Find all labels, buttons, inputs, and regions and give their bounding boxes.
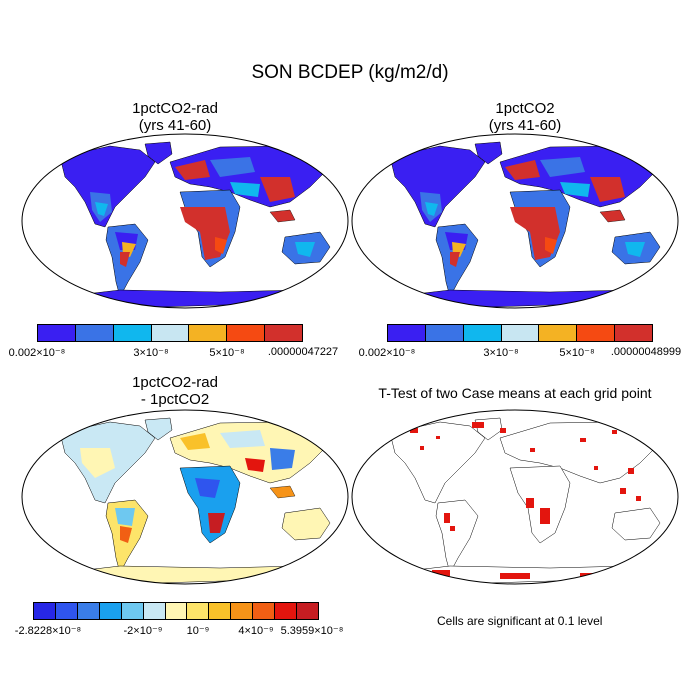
colorbar-3-label-0: -2.8228×10⁻⁸ [14, 625, 82, 637]
colorbar-3-label-4: 5.3959×10⁻⁸ [280, 625, 344, 637]
colorbar-3 [33, 602, 319, 620]
colorbar-1-label-1: 3×10⁻⁸ [133, 347, 169, 359]
colorbar2-swatch-0 [388, 325, 426, 341]
antarctica [59, 289, 321, 308]
colorbar-2-label-2: 5×10⁻⁸ [559, 347, 595, 359]
colorbar3-swatch-6 [165, 603, 188, 619]
colorbar1-swatch-0 [38, 325, 76, 341]
colorbar3-swatch-4 [121, 603, 144, 619]
panel1-title-line2: (yrs 41-60) [138, 117, 212, 134]
colorbar3-swatch-5 [143, 603, 166, 619]
colorbar1-swatch-6 [265, 325, 303, 341]
colorbar3-swatch-8 [209, 603, 232, 619]
colorbar2-swatch-4 [539, 325, 578, 341]
colorbar2-swatch-1 [425, 325, 464, 341]
colorbar-3-label-3: 4×10⁻⁹ [238, 625, 274, 637]
colorbar1-swatch-1 [75, 325, 114, 341]
colorbar3-swatch-10 [253, 603, 276, 619]
map-panel-2 [351, 133, 679, 309]
map-panel-1 [21, 133, 349, 309]
colorbar-1-label-3: .00000047227 [267, 346, 339, 358]
north-america [59, 145, 156, 228]
colorbar3-swatch-2 [77, 603, 100, 619]
colorbar-2 [387, 324, 653, 342]
panel2-title: 1pctCO2 (yrs 41-60) [415, 100, 635, 134]
panel3-title-line1: 1pctCO2-rad [132, 374, 218, 391]
panel2-title-line2: (yrs 41-60) [488, 117, 562, 134]
colorbar3-swatch-9 [231, 603, 254, 619]
colorbar1-swatch-2 [113, 325, 152, 341]
colorbar3-swatch-3 [99, 603, 122, 619]
panel4-title: T-Test of two Case means at each grid po… [340, 385, 690, 402]
colorbar-2-label-3: .00000048999 [610, 346, 682, 358]
colorbar-2-label-0: 0.002×10⁻⁸ [358, 347, 416, 359]
colorbar-1 [37, 324, 303, 342]
panel3-title: 1pctCO2-rad - 1pctCO2 [65, 374, 285, 408]
colorbar3-swatch-11 [275, 603, 298, 619]
colorbar1-swatch-4 [189, 325, 228, 341]
panel4-title-line1: T-Test of two Case means at each grid po… [378, 385, 652, 401]
greenland [144, 141, 173, 165]
significance-note: Cells are significant at 0.1 level [437, 614, 603, 628]
colorbar2-swatch-2 [463, 325, 502, 341]
panel2-title-line1: 1pctCO2 [495, 100, 555, 117]
panel1-title: 1pctCO2-rad (yrs 41-60) [65, 100, 285, 134]
colorbar1-swatch-3 [151, 325, 190, 341]
colorbar-1-label-2: 5×10⁻⁸ [209, 347, 245, 359]
map-panel-4 [351, 409, 679, 585]
colorbar1-swatch-5 [227, 325, 266, 341]
colorbar-3-label-1: -2×10⁻⁹ [123, 625, 163, 637]
colorbar2-swatch-5 [577, 325, 616, 341]
colorbar-2-label-1: 3×10⁻⁸ [483, 347, 519, 359]
colorbar3-swatch-7 [187, 603, 210, 619]
colorbar2-swatch-6 [615, 325, 653, 341]
colorbar2-swatch-3 [501, 325, 540, 341]
figure-title: SON BCDEP (kg/m2/d) [251, 62, 449, 83]
panel3-title-line2: - 1pctCO2 [140, 391, 210, 408]
map-panel-3 [21, 409, 349, 585]
panel1-title-line1: 1pctCO2-rad [132, 100, 218, 117]
colorbar3-swatch-1 [55, 603, 78, 619]
colorbar3-swatch-12 [297, 603, 318, 619]
colorbar3-swatch-0 [34, 603, 56, 619]
colorbar-1-label-0: 0.002×10⁻⁸ [8, 347, 66, 359]
colorbar-3-label-2: 10⁻⁹ [186, 625, 210, 637]
